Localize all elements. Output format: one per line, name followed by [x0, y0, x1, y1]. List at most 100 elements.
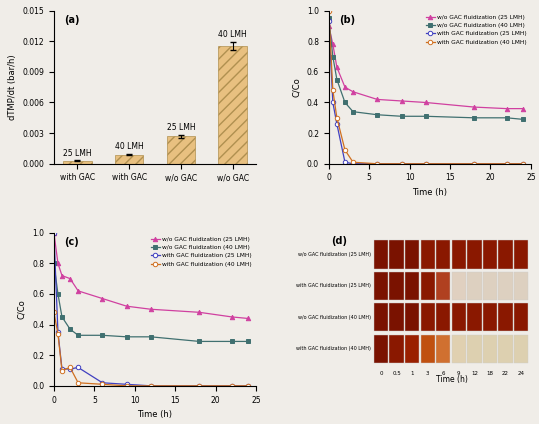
w/o GAC fluidization (40 LMH)	[334, 77, 340, 82]
FancyBboxPatch shape	[405, 240, 419, 269]
FancyBboxPatch shape	[420, 335, 435, 363]
with GAC fluidization (40 LMH)	[520, 161, 526, 166]
w/o GAC fluidization (25 LMH)	[148, 307, 154, 312]
FancyBboxPatch shape	[405, 272, 419, 300]
w/o GAC fluidization (25 LMH)	[334, 65, 340, 70]
FancyBboxPatch shape	[420, 272, 435, 300]
with GAC fluidization (25 LMH)	[99, 380, 106, 385]
with GAC fluidization (40 LMH)	[350, 160, 356, 165]
Line: with GAC fluidization (25 LMH): with GAC fluidization (25 LMH)	[52, 231, 250, 388]
with GAC fluidization (40 LMH)	[196, 383, 203, 388]
with GAC fluidization (40 LMH)	[59, 368, 65, 373]
Line: w/o GAC fluidization (25 LMH): w/o GAC fluidization (25 LMH)	[52, 231, 250, 321]
with GAC fluidization (40 LMH)	[326, 8, 332, 13]
w/o GAC fluidization (40 LMH)	[326, 16, 332, 21]
with GAC fluidization (40 LMH)	[51, 310, 57, 315]
w/o GAC fluidization (40 LMH)	[520, 117, 526, 122]
with GAC fluidization (25 LMH)	[330, 100, 336, 105]
with GAC fluidization (25 LMH)	[51, 230, 57, 235]
w/o GAC fluidization (40 LMH)	[51, 261, 57, 266]
Bar	[63, 161, 92, 164]
FancyBboxPatch shape	[514, 303, 528, 332]
Y-axis label: C/Co: C/Co	[17, 299, 26, 319]
with GAC fluidization (40 LMH)	[330, 88, 336, 93]
Text: (d): (d)	[331, 236, 347, 246]
with GAC fluidization (40 LMH)	[99, 382, 106, 387]
with GAC fluidization (40 LMH)	[471, 161, 478, 166]
with GAC fluidization (25 LMH)	[350, 161, 356, 166]
w/o GAC fluidization (25 LMH)	[503, 106, 510, 111]
Text: w/o GAC fluidization (25 LMH): w/o GAC fluidization (25 LMH)	[298, 252, 371, 257]
Bar	[115, 155, 143, 164]
w/o GAC fluidization (25 LMH)	[350, 89, 356, 94]
FancyBboxPatch shape	[389, 335, 404, 363]
Text: 0.5: 0.5	[392, 371, 401, 376]
with GAC fluidization (25 LMH)	[196, 383, 203, 388]
Text: 12: 12	[471, 371, 478, 376]
Line: with GAC fluidization (40 LMH): with GAC fluidization (40 LMH)	[52, 310, 250, 388]
FancyBboxPatch shape	[483, 335, 497, 363]
Text: (b): (b)	[339, 15, 355, 25]
FancyBboxPatch shape	[514, 240, 528, 269]
with GAC fluidization (40 LMH)	[245, 383, 251, 388]
w/o GAC fluidization (25 LMH)	[229, 314, 235, 319]
Y-axis label: C/Co: C/Co	[292, 77, 301, 97]
FancyBboxPatch shape	[436, 240, 451, 269]
w/o GAC fluidization (40 LMH)	[245, 339, 251, 344]
Bar	[167, 136, 195, 164]
Bar	[218, 46, 247, 164]
w/o GAC fluidization (25 LMH)	[99, 296, 106, 301]
Text: with GAC fluidization (40 LMH): with GAC fluidization (40 LMH)	[296, 346, 371, 351]
FancyBboxPatch shape	[374, 240, 388, 269]
w/o GAC fluidization (25 LMH)	[59, 273, 65, 278]
FancyBboxPatch shape	[499, 272, 513, 300]
FancyBboxPatch shape	[499, 240, 513, 269]
with GAC fluidization (25 LMH)	[503, 161, 510, 166]
w/o GAC fluidization (25 LMH)	[51, 230, 57, 235]
with GAC fluidization (25 LMH)	[55, 330, 61, 335]
FancyBboxPatch shape	[389, 272, 404, 300]
with GAC fluidization (25 LMH)	[59, 366, 65, 371]
with GAC fluidization (25 LMH)	[75, 365, 81, 370]
FancyBboxPatch shape	[452, 303, 466, 332]
FancyBboxPatch shape	[483, 272, 497, 300]
w/o GAC fluidization (40 LMH)	[342, 100, 348, 105]
FancyBboxPatch shape	[374, 335, 388, 363]
with GAC fluidization (25 LMH)	[342, 160, 348, 165]
w/o GAC fluidization (25 LMH)	[520, 106, 526, 111]
w/o GAC fluidization (40 LMH)	[330, 54, 336, 59]
w/o GAC fluidization (40 LMH)	[59, 314, 65, 319]
Text: 25 LMH: 25 LMH	[167, 123, 195, 132]
with GAC fluidization (25 LMH)	[326, 19, 332, 24]
FancyBboxPatch shape	[452, 240, 466, 269]
FancyBboxPatch shape	[420, 240, 435, 269]
Text: 1: 1	[410, 371, 414, 376]
w/o GAC fluidization (25 LMH)	[374, 97, 381, 102]
w/o GAC fluidization (40 LMH)	[229, 339, 235, 344]
w/o GAC fluidization (25 LMH)	[342, 85, 348, 90]
with GAC fluidization (25 LMH)	[423, 161, 429, 166]
with GAC fluidization (40 LMH)	[374, 161, 381, 166]
FancyBboxPatch shape	[499, 335, 513, 363]
with GAC fluidization (40 LMH)	[75, 380, 81, 385]
FancyBboxPatch shape	[467, 303, 482, 332]
Text: (c): (c)	[64, 237, 79, 247]
w/o GAC fluidization (40 LMH)	[503, 115, 510, 120]
Legend: w/o GAC fluidization (25 LMH), w/o GAC fluidization (40 LMH), with GAC fluidizat: w/o GAC fluidization (25 LMH), w/o GAC f…	[150, 236, 253, 268]
FancyBboxPatch shape	[467, 272, 482, 300]
FancyBboxPatch shape	[420, 303, 435, 332]
with GAC fluidization (40 LMH)	[148, 383, 154, 388]
with GAC fluidization (40 LMH)	[123, 383, 130, 388]
Text: 40 LMH: 40 LMH	[115, 142, 143, 151]
FancyBboxPatch shape	[389, 240, 404, 269]
with GAC fluidization (25 LMH)	[334, 121, 340, 126]
Text: (a): (a)	[64, 15, 80, 25]
Text: 40 LMH: 40 LMH	[218, 30, 247, 39]
X-axis label: Time (h): Time (h)	[412, 188, 447, 197]
w/o GAC fluidization (40 LMH)	[196, 339, 203, 344]
FancyBboxPatch shape	[405, 303, 419, 332]
FancyBboxPatch shape	[514, 335, 528, 363]
with GAC fluidization (40 LMH)	[342, 148, 348, 153]
w/o GAC fluidization (40 LMH)	[471, 115, 478, 120]
FancyBboxPatch shape	[389, 303, 404, 332]
